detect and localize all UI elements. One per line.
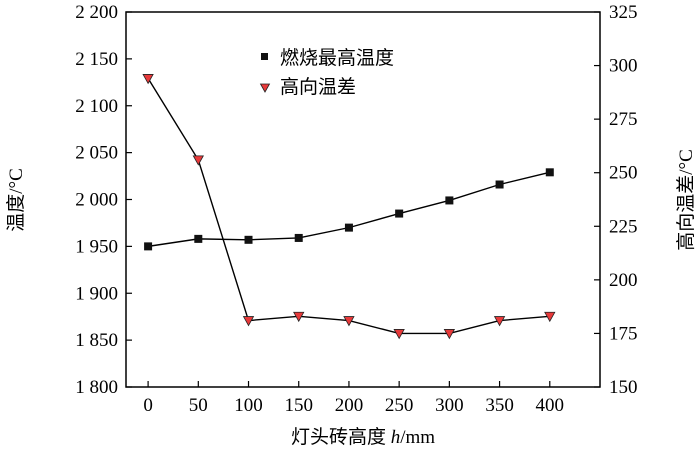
x-tick-label: 150 [284,395,313,416]
x-tick-label: 250 [385,395,414,416]
y-tick-label: 2 000 [75,190,118,211]
x-axis-title-var: h [391,427,401,448]
y-axis-title: 温度/°C [5,168,27,232]
y2-axis-title: 高向温差/°C [675,149,697,251]
legend-marker-triangle [259,83,271,93]
y2-tick-label: 200 [609,270,638,291]
data-point-square [144,242,153,251]
data-point-square [244,235,253,244]
data-point-triangle [393,329,405,340]
data-point-triangle [343,316,355,327]
series-lines [147,78,550,335]
y2-tick-label: 225 [609,216,638,237]
legend-label-max-temp: 燃烧最高温度 [280,47,394,69]
y-tick-label: 1 950 [75,236,118,257]
x-tick-label: 100 [234,395,263,416]
x-axis-title-prefix: 灯头砖高度 [291,426,391,448]
data-point-triangle [242,316,255,327]
legend: 燃烧最高温度 高向温差 [259,47,394,98]
data-point-square [495,180,504,189]
data-point-square [294,233,303,242]
legend-marker-square [261,53,268,60]
data-point-triangle [493,316,506,327]
data-point-triangle [443,329,456,340]
x-tick-label: 50 [189,395,208,416]
y2-tick-label: 175 [609,323,638,344]
x-tick-label: 300 [435,395,464,416]
x-tick-label: 200 [335,395,364,416]
y2-tick-label: 250 [609,163,638,184]
legend-label-height-diff: 高向温差 [280,76,356,98]
y2-tick-label: 275 [609,109,638,130]
data-point-triangle [293,311,305,323]
y-tick-label: 1 800 [75,377,118,398]
x-tick-label: 400 [536,395,565,416]
data-point-square [395,209,404,218]
data-point-square [194,234,203,243]
y2-tick-label: 300 [609,56,638,77]
y-tick-label: 1 900 [75,283,118,304]
x-tick-label: 350 [485,395,514,416]
y-tick-label: 2 150 [75,49,118,70]
y2-tick-label: 150 [609,377,638,398]
data-point-triangle [544,311,556,323]
x-axis-title-unit: /mm [400,427,435,448]
series-markers [142,74,556,340]
x-axis-title: 灯头砖高度 h/mm [291,426,435,448]
y2-tick-label: 325 [609,2,638,23]
series-line-2 [147,78,550,335]
data-point-square [344,223,353,232]
data-point-triangle [142,74,154,85]
x-tick-label: 0 [143,395,153,416]
data-point-triangle [192,155,204,166]
data-point-square [545,168,554,177]
axis-ticks: 0 50 100 150 200 250 300 350 400 1 800 1 850 1 900 1… [75,2,637,416]
data-point-square [445,196,454,205]
y-tick-label: 2 100 [75,96,118,117]
y-tick-label: 2 050 [75,143,118,164]
series-line-1 [147,171,550,248]
y-tick-label: 1 850 [75,330,118,351]
y-tick-label: 2 200 [75,2,118,23]
